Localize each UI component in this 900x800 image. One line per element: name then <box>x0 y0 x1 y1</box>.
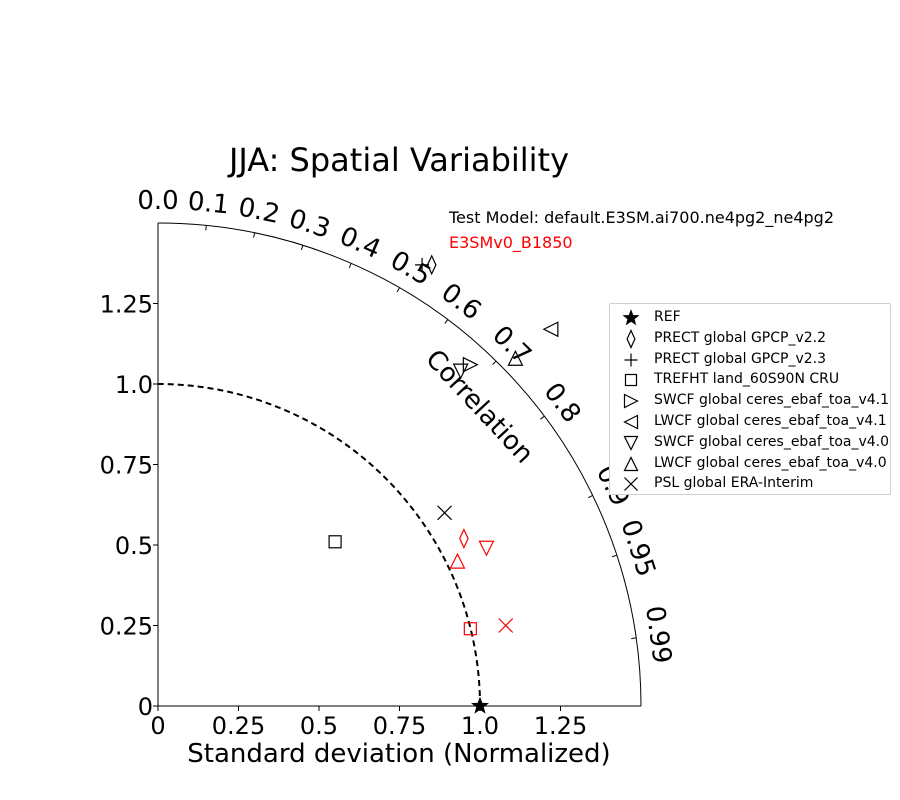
legend-marker-triangle-left <box>623 414 639 430</box>
correlation-tick-label: 0.6 <box>435 278 486 327</box>
legend-marker-plus <box>624 353 638 367</box>
legend: REF PRECT global GPCP_v2.2 PRECT global GP… <box>609 303 891 495</box>
correlation-tick-mark <box>300 245 304 251</box>
legend-marker <box>624 477 638 492</box>
correlation-tick-mark <box>253 232 256 238</box>
legend-label: REF <box>654 309 681 325</box>
chart-title: JJA: Spatial Variability <box>227 141 569 179</box>
test-model-label: Test Model: default.E3SM.ai700.ne4pg2_ne… <box>448 208 834 228</box>
legend-label: LWCF global ceres_ebaf_toa_v4.0 <box>654 454 887 471</box>
correlation-tick-label: 0.99 <box>639 604 677 666</box>
data-point-triangle-left <box>542 321 559 338</box>
correlation-tick-mark <box>587 495 593 499</box>
reference-std-arc <box>157 383 481 707</box>
correlation-tick-label: 0.5 <box>385 245 436 292</box>
data-point-square <box>463 622 477 636</box>
y-tick-label: 0.25 <box>100 613 153 641</box>
data-point-square <box>328 535 342 549</box>
correlation-tick-label: 0.8 <box>538 377 587 428</box>
legend-marker-x <box>624 477 638 492</box>
correlation-tick-mark <box>348 263 352 269</box>
legend-marker-square <box>624 374 638 387</box>
y-tick-label: 0.5 <box>115 532 153 560</box>
y-tick-label: 0 <box>138 693 153 721</box>
correlation-tick-label: 0.1 <box>186 187 230 221</box>
legend-marker-triangle-down <box>623 435 639 451</box>
legend-marker-triangle-up <box>623 455 639 471</box>
data-points <box>328 254 559 714</box>
x-tick-label: 1.25 <box>534 712 587 740</box>
legend-label: PRECT global GPCP_v2.3 <box>654 350 826 367</box>
legend-label: PRECT global GPCP_v2.2 <box>654 329 826 346</box>
data-point-star <box>471 696 489 714</box>
legend-marker <box>626 328 636 349</box>
data-point-triangle-down <box>478 540 495 557</box>
correlation-tick-label: 0.3 <box>285 204 333 245</box>
legend-marker-triangle-right <box>623 393 639 409</box>
legend-entry: PRECT global GPCP_v2.3 <box>610 350 890 370</box>
legend-label: LWCF global ceres_ebaf_toa_v4.1 <box>654 413 887 429</box>
correlation-tick-mark <box>205 225 207 231</box>
correlation-tick-mark <box>444 319 449 324</box>
correlation-tick-mark <box>492 360 497 365</box>
legend-marker <box>623 393 639 409</box>
legend-marker <box>623 435 639 451</box>
legend-label: SWCF global ceres_ebaf_toa_v4.1 <box>654 392 890 409</box>
legend-entry: PRECT global GPCP_v2.2 <box>610 328 890 349</box>
data-point-diamond <box>459 528 469 549</box>
data-point-triangle-down <box>452 363 469 380</box>
ref-model-label: E3SMv0_B1850 <box>449 233 573 253</box>
x-tick-label: 0.75 <box>373 712 426 740</box>
legend-marker <box>624 374 638 387</box>
correlation-tick-mark <box>396 287 400 293</box>
data-point-triangle-up <box>507 349 524 366</box>
data-point-x <box>498 618 514 633</box>
correlation-tick-label: 0.2 <box>236 192 283 230</box>
correlation-axis: 0.00.10.20.30.40.50.60.70.80.90.950.99Co… <box>137 186 677 666</box>
y-tick-label: 0.75 <box>100 452 153 480</box>
axes: 0 0.25 0.5 0.75 1.0 1.25 0 0.25 0.5 0.75 1.0 1.25 <box>100 222 642 740</box>
legend-entry: LWCF global ceres_ebaf_toa_v4.1 <box>610 412 890 432</box>
data-point-plus <box>415 257 430 272</box>
correlation-tick-label: 0.4 <box>335 221 385 265</box>
correlation-tick-mark <box>631 637 637 640</box>
correlation-tick-label: 0.0 <box>137 186 178 216</box>
legend-entry: TREFHT land_60S90N CRU <box>610 370 890 390</box>
legend-label: SWCF global ceres_ebaf_toa_v4.0 <box>654 433 890 450</box>
y-tick-label: 1.0 <box>115 371 153 399</box>
legend-label: PSL global ERA-Interim <box>654 475 814 492</box>
y-tick-label: 1.25 <box>100 291 153 319</box>
legend-label: TREFHT land_60S90N CRU <box>654 371 840 388</box>
legend-marker <box>623 414 639 430</box>
legend-entry: REF <box>610 308 890 328</box>
data-point-diamond <box>426 254 437 276</box>
legend-marker <box>623 455 639 471</box>
x-tick-label: 0.25 <box>212 712 265 740</box>
legend-entry: SWCF global ceres_ebaf_toa_v4.0 <box>610 433 890 453</box>
legend-marker <box>622 309 640 326</box>
x-tick-label: 1.0 <box>461 712 499 740</box>
x-tick-label: 0.5 <box>300 712 338 740</box>
legend-marker-star <box>622 309 640 326</box>
outer-arc <box>157 222 642 707</box>
x-axis-label: Standard deviation (Normalized) <box>187 739 610 769</box>
legend-marker <box>624 353 638 367</box>
legend-entry: SWCF global ceres_ebaf_toa_v4.1 <box>610 391 890 411</box>
correlation-tick-mark <box>611 554 618 558</box>
legend-entry: LWCF global ceres_ebaf_toa_v4.0 <box>610 454 890 474</box>
data-point-x <box>437 505 453 521</box>
data-point-triangle-up <box>449 552 466 569</box>
x-tick-label: 0 <box>150 712 165 740</box>
legend-marker-diamond <box>626 328 636 349</box>
correlation-tick-mark <box>540 415 545 420</box>
legend-entry: PSL global ERA-Interim <box>610 474 890 494</box>
